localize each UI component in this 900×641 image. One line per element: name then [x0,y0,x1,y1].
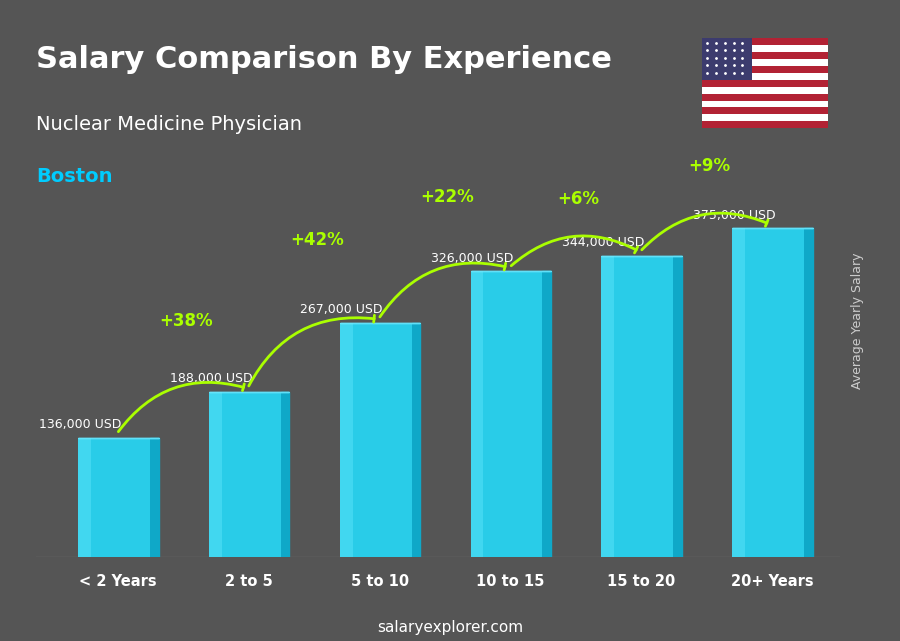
Text: 2 to 5: 2 to 5 [225,574,273,588]
Text: 136,000 USD: 136,000 USD [39,418,122,431]
Text: 10 to 15: 10 to 15 [476,574,544,588]
Text: < 2 Years: < 2 Years [79,574,157,588]
Bar [78,438,91,557]
Bar [471,271,483,557]
Polygon shape [281,392,290,557]
Bar [601,256,673,557]
Text: Average Yearly Salary: Average Yearly Salary [851,253,864,388]
Polygon shape [673,256,682,557]
Bar [601,256,615,557]
Bar [702,53,828,59]
Bar [702,94,828,101]
Bar [339,323,353,557]
Text: 375,000 USD: 375,000 USD [693,209,776,222]
Text: Nuclear Medicine Physician: Nuclear Medicine Physician [36,115,302,135]
Polygon shape [411,323,420,557]
Text: +9%: +9% [688,157,730,175]
Bar [702,66,828,73]
Bar [702,101,828,108]
Text: salaryexplorer.com: salaryexplorer.com [377,620,523,635]
Bar [78,438,150,557]
Bar [732,228,804,557]
Bar [702,108,828,114]
Text: Salary Comparison By Experience: Salary Comparison By Experience [36,45,612,74]
Text: 344,000 USD: 344,000 USD [562,236,644,249]
Text: Boston: Boston [36,167,112,186]
Bar [702,87,828,94]
Text: 326,000 USD: 326,000 USD [431,251,514,265]
Bar [471,271,543,557]
Bar [732,228,745,557]
Polygon shape [804,228,813,557]
Polygon shape [543,271,551,557]
Bar [702,38,828,46]
Text: 267,000 USD: 267,000 USD [301,303,382,316]
Text: 20+ Years: 20+ Years [731,574,814,588]
Text: +22%: +22% [420,188,474,206]
Bar [209,392,281,557]
Text: +6%: +6% [557,190,599,208]
Text: 188,000 USD: 188,000 USD [169,372,252,385]
Bar [702,114,828,121]
Polygon shape [150,438,158,557]
Text: +38%: +38% [159,312,213,329]
Text: 5 to 10: 5 to 10 [350,574,409,588]
Text: +42%: +42% [290,231,344,249]
Bar [702,121,828,128]
Bar [339,323,411,557]
Text: 15 to 20: 15 to 20 [608,574,675,588]
Bar [702,73,828,80]
Bar [702,80,828,87]
Bar [702,59,828,66]
Bar [702,46,828,53]
Bar [209,392,222,557]
